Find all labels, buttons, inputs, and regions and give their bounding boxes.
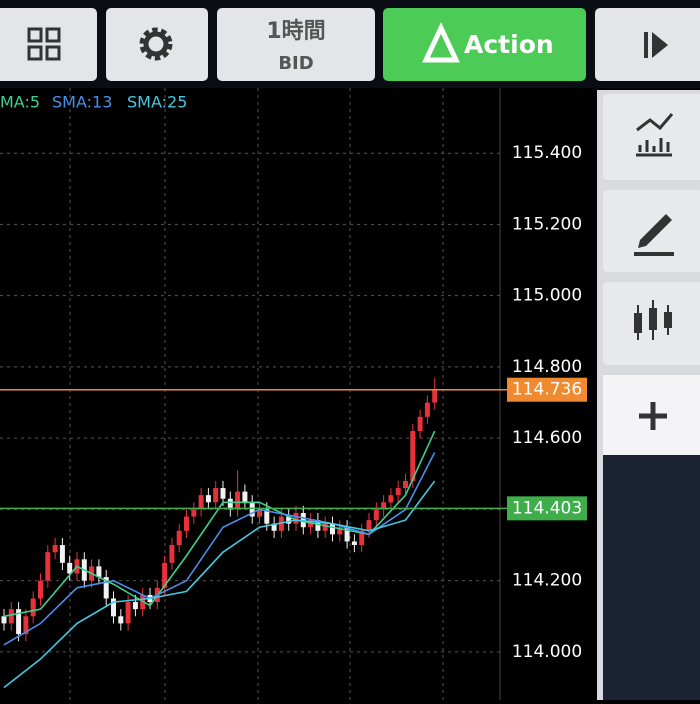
- price-tag: [507, 496, 587, 521]
- layout-button[interactable]: [0, 8, 97, 81]
- candle-body: [249, 502, 255, 517]
- candle-body: [366, 520, 372, 531]
- legend-entry: MA:5: [0, 93, 40, 112]
- candle-body: [8, 609, 14, 624]
- candle-body: [52, 545, 58, 553]
- y-tick-label: 114.000: [512, 642, 582, 662]
- price-tag-label: 114.403: [512, 498, 582, 518]
- candle-body: [118, 616, 124, 624]
- candle-body: [191, 509, 197, 517]
- candle-body: [315, 520, 321, 531]
- candle-body: [293, 512, 299, 524]
- candle-body: [220, 488, 226, 499]
- candle-body: [381, 502, 387, 510]
- candle-body: [162, 562, 168, 588]
- sma-line: [3, 452, 436, 646]
- candle-body: [330, 523, 335, 535]
- candle-body: [1, 616, 7, 624]
- add-button[interactable]: [603, 375, 700, 455]
- candle-body: [205, 495, 211, 503]
- candle-body: [388, 495, 394, 503]
- candle-body: [395, 488, 401, 496]
- candle-body: [417, 416, 423, 432]
- candle-body: [111, 598, 116, 617]
- candle-body: [45, 552, 51, 581]
- candle-body: [132, 602, 138, 610]
- candle-body: [264, 509, 270, 524]
- candle-body: [351, 541, 357, 546]
- candle-body: [410, 431, 416, 481]
- candle-body: [337, 527, 343, 535]
- y-tick-label: 115.000: [512, 286, 582, 306]
- y-tick-label: 115.200: [512, 214, 582, 234]
- price-type: BID: [278, 53, 313, 74]
- candle-body: [67, 562, 73, 574]
- settings-button[interactable]: [106, 8, 208, 81]
- price-tag: [507, 377, 587, 402]
- legend-entry: SMA:25: [127, 93, 187, 112]
- candle-body: [16, 609, 22, 635]
- candle-body: [169, 545, 175, 563]
- play-button[interactable]: [595, 8, 700, 81]
- candle-body: [213, 488, 219, 503]
- candle-body: [403, 480, 408, 489]
- candle-body: [359, 530, 365, 546]
- candle-body: [286, 516, 292, 524]
- y-tick-label: 114.200: [512, 571, 582, 591]
- candle-body: [432, 389, 438, 403]
- candle-body: [235, 491, 241, 510]
- y-tick-label: 114.800: [512, 357, 582, 377]
- sidebar: [597, 90, 700, 700]
- sma-line: [3, 480, 436, 689]
- indicator-button[interactable]: [603, 94, 700, 180]
- candle-body: [257, 509, 262, 517]
- candle-body: [103, 577, 109, 599]
- candle-body: [38, 580, 43, 599]
- action-label: Action: [464, 30, 554, 59]
- candle-body: [344, 527, 350, 542]
- y-tick-label: 114.600: [512, 428, 582, 448]
- candle-body: [271, 523, 277, 531]
- candle-body: [424, 402, 430, 417]
- candle-body: [322, 523, 328, 531]
- candle-body: [96, 566, 102, 578]
- candle-body: [30, 598, 36, 617]
- chart-type-button[interactable]: [603, 282, 700, 365]
- timeframe-button[interactable]: 1時間 BID: [217, 8, 375, 81]
- action-button[interactable]: Action: [383, 8, 586, 81]
- candle-body: [227, 498, 233, 510]
- candle-body: [184, 516, 189, 531]
- candle-body: [23, 616, 29, 635]
- candle-body: [176, 530, 182, 546]
- legend-entry: SMA:13: [52, 93, 112, 112]
- candle-body: [242, 491, 248, 503]
- candle-body: [59, 545, 65, 563]
- candle-body: [373, 509, 379, 521]
- price-tag-label: 114.736: [512, 380, 582, 400]
- y-tick-label: 115.400: [512, 143, 582, 163]
- candle-body: [125, 602, 131, 624]
- timeframe: 1時間: [266, 19, 325, 44]
- draw-button[interactable]: [603, 190, 700, 272]
- candle-body: [198, 495, 204, 510]
